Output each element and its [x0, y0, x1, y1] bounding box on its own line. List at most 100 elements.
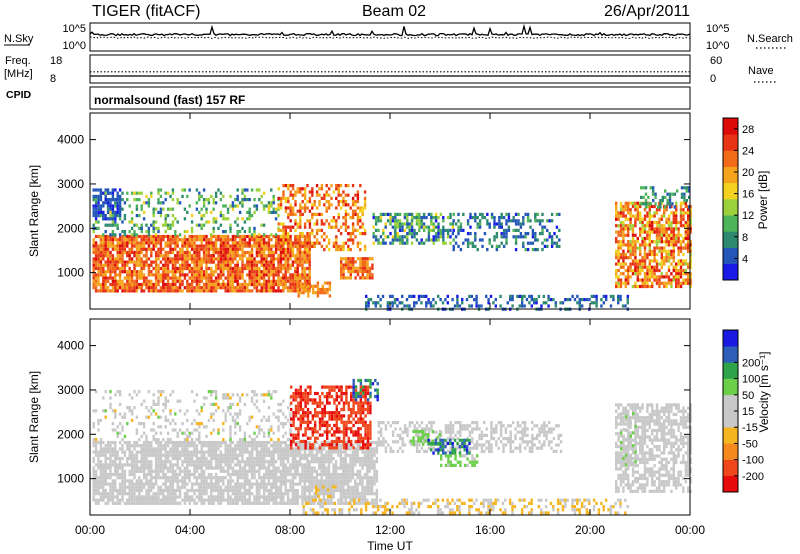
power-colorbar-tick: 4	[742, 253, 748, 265]
velocity-panel: 1000 2000 3000 4000 Slant Range [km] -200 -1…	[27, 318, 771, 516]
freq-tick-top: 18	[50, 55, 62, 67]
noise-series-n-sky	[89, 23, 691, 37]
power-ytick-label: 2000	[57, 221, 84, 235]
velocity-ytick-label: 4000	[57, 339, 84, 353]
power-colorbar-tick: 12	[742, 210, 754, 222]
noise-right-tick-bottom: 10^0	[706, 40, 730, 52]
power-colorbar-swatch	[723, 182, 738, 200]
power-colorbar-tick: 28	[742, 124, 754, 136]
power-colorbar-tick: 16	[742, 189, 754, 201]
velocity-axis-ticks: 1000 2000 3000 4000	[57, 339, 690, 486]
velocity-echo-region-6	[427, 438, 471, 455]
power-echo-region-0	[92, 234, 311, 293]
frequency-series-lines	[90, 71, 690, 77]
velocity-echoes	[92, 378, 692, 515]
time-axis-ticks: 00:00 04:00 08:00 12:00 16:00 20:00 00:00	[75, 113, 705, 537]
power-colorbar-swatch	[723, 263, 738, 281]
velocity-echo-region-7	[440, 454, 479, 467]
cpid-label: CPID	[6, 89, 32, 101]
velocity-echo-region-9	[315, 485, 337, 499]
velocity-echo-region-11	[620, 412, 637, 467]
power-colorbar-swatch	[723, 150, 738, 167]
radar-title: TIGER (fitACF)	[92, 3, 200, 20]
power-echo-region-4	[297, 281, 332, 298]
noise-series-n-search	[89, 36, 691, 39]
power-axis-ticks: 1000 2000 3000 4000	[57, 133, 690, 280]
power-echo-region-2	[92, 188, 122, 221]
date-title: 26/Apr/2011	[604, 3, 690, 20]
velocity-colorbar: -200 -100 -50 -15 15 50 100 200	[722, 329, 764, 493]
freq-label: Freq.	[5, 55, 31, 67]
velocity-colorbar-tick: -200	[742, 471, 764, 483]
power-panel: 1000 2000 3000 4000 Slant Range [km] 4 8 12 16…	[27, 112, 770, 311]
velocity-colorbar-label: Velocity [m s⁻¹]	[757, 351, 771, 432]
power-colorbar-swatch	[723, 247, 738, 265]
noise-left-tick-top: 10^5	[62, 23, 86, 35]
power-colorbar-swatch	[723, 166, 738, 184]
velocity-colorbar-swatch	[723, 346, 738, 363]
time-xlabel: Time UT	[367, 539, 413, 553]
velocity-ylabel: Slant Range [km]	[27, 371, 41, 463]
power-colorbar-tick: 8	[742, 232, 748, 244]
velocity-ytick-label: 2000	[57, 427, 84, 441]
nave-tick-top: 60	[710, 55, 722, 67]
noise-panel: N.Sky 10^5 10^0 10^5 10^0 N.Search	[4, 22, 793, 52]
velocity-colorbar-swatch	[723, 443, 738, 460]
velocity-colorbar-swatch	[723, 459, 738, 477]
power-ytick-label: 4000	[57, 133, 84, 147]
velocity-colorbar-swatch	[723, 394, 738, 412]
nave-label: Nave	[748, 65, 774, 77]
velocity-colorbar-tick: 15	[742, 406, 754, 418]
power-colorbar-swatch	[723, 199, 738, 216]
power-ylabel: Slant Range [km]	[27, 165, 41, 257]
noise-series-lines	[89, 23, 691, 39]
power-echo-region-7	[452, 212, 561, 252]
power-colorbar-tick: 24	[742, 145, 754, 157]
time-tick-label: 08:00	[275, 523, 305, 537]
power-ytick-label: 1000	[57, 266, 84, 280]
velocity-colorbar-swatch	[723, 362, 738, 379]
time-tick-label: 12:00	[375, 523, 405, 537]
power-colorbar-swatch	[723, 215, 738, 232]
freq-tick-bottom: 8	[50, 73, 56, 85]
velocity-echo-region-1	[92, 390, 292, 442]
velocity-colorbar-tick: -15	[742, 422, 758, 434]
time-tick-label: 04:00	[175, 523, 205, 537]
nave-tick-bottom: 0	[710, 73, 716, 85]
power-echo-region-6	[372, 212, 455, 245]
power-echo-region-8	[365, 294, 629, 311]
noise-right-tick-top: 10^5	[706, 23, 730, 35]
power-echo-region-9	[615, 201, 692, 289]
power-colorbar-swatch	[723, 118, 738, 135]
noise-left-label: N.Sky	[4, 33, 34, 45]
freq-unit-label: [MHz]	[4, 68, 33, 80]
beam-title: Beam 02	[362, 3, 426, 20]
velocity-colorbar-tick: 50	[742, 390, 754, 402]
velocity-colorbar-tick: -50	[742, 438, 758, 450]
velocity-colorbar-swatch	[723, 427, 738, 444]
power-colorbar: 4 8 12 16 20 24 28	[722, 117, 754, 281]
power-colorbar-swatch	[723, 231, 738, 248]
power-echo-region-10	[640, 186, 691, 209]
power-colorbar-tick: 20	[742, 167, 754, 179]
velocity-colorbar-swatch	[723, 330, 738, 347]
velocity-colorbar-tick: 100	[742, 374, 760, 386]
velocity-echo-region-2	[290, 385, 372, 450]
velocity-colorbar-swatch	[723, 475, 738, 493]
cpid-panel: normalsound (fast) 157 RF	[89, 86, 691, 110]
velocity-colorbar-swatch	[723, 378, 738, 396]
velocity-colorbar-tick: 200	[742, 357, 760, 369]
cpid-text: normalsound (fast) 157 RF	[94, 93, 245, 107]
velocity-ytick-label: 3000	[57, 383, 84, 397]
time-tick-label: 00:00	[675, 523, 705, 537]
frequency-panel: Freq. [MHz] CPID 18 8 60 0 Nave	[4, 54, 778, 101]
power-echoes	[92, 184, 692, 311]
power-echo-region-5	[340, 257, 374, 280]
velocity-ytick-label: 1000	[57, 472, 84, 486]
noise-right-label: N.Search	[747, 33, 793, 45]
velocity-echo-region-0	[92, 440, 379, 505]
time-tick-label: 20:00	[575, 523, 605, 537]
velocity-echo-region-3	[352, 378, 379, 402]
velocity-colorbar-tick: -100	[742, 455, 764, 467]
